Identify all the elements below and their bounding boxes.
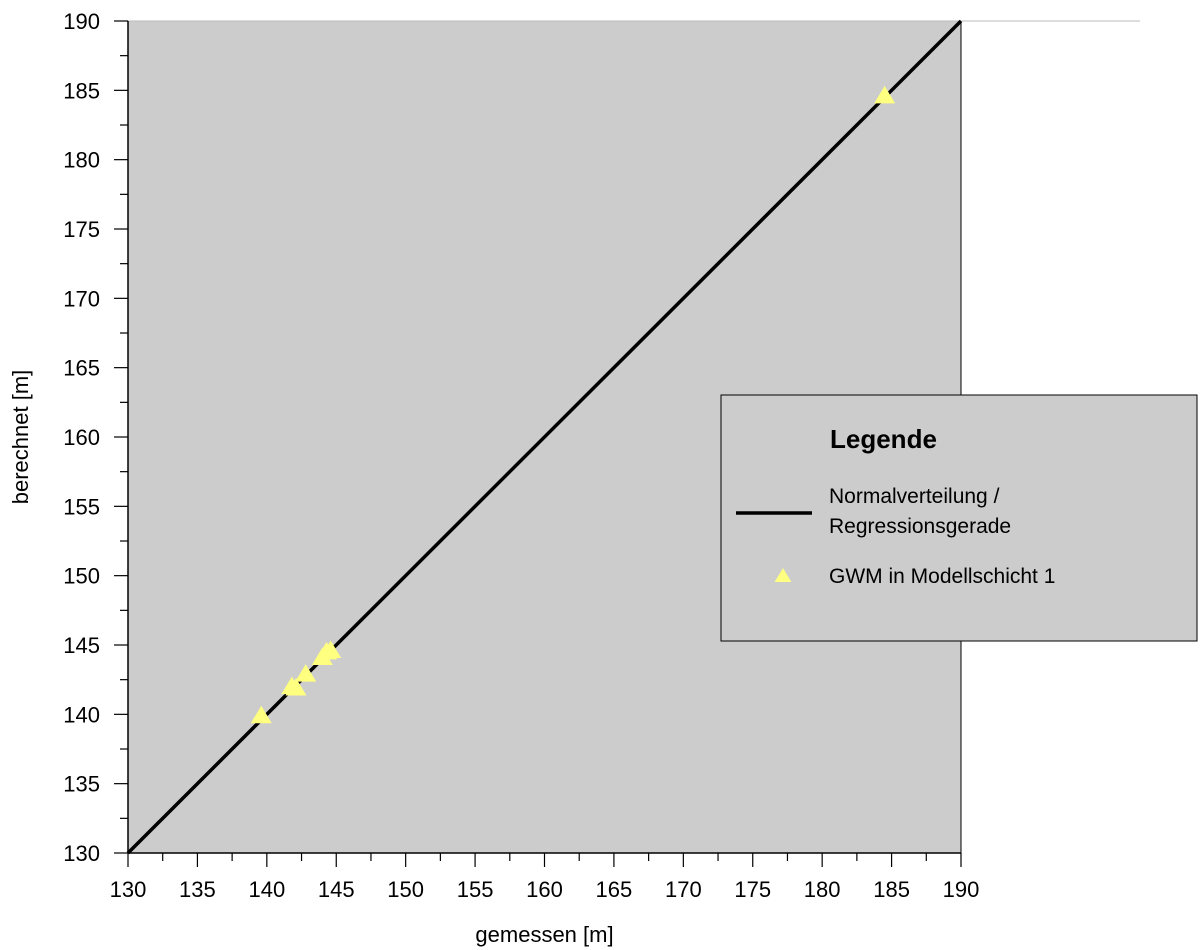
y-tick-label: 170 xyxy=(63,286,100,311)
y-tick-label: 160 xyxy=(63,425,100,450)
legend-title: Legende xyxy=(830,424,937,454)
y-tick-label: 155 xyxy=(63,494,100,519)
y-tick-label: 180 xyxy=(63,148,100,173)
y-axis-title: berechnet [m] xyxy=(8,370,33,505)
y-tick-label: 190 xyxy=(63,9,100,34)
y-tick-label: 165 xyxy=(63,356,100,381)
legend-box xyxy=(720,394,1198,642)
x-tick-label: 180 xyxy=(804,877,841,902)
legend-series-label: GWM in Modellschicht 1 xyxy=(829,565,1055,588)
y-tick-label: 185 xyxy=(63,78,100,103)
y-tick-label: 175 xyxy=(63,217,100,242)
axes: 130 135 140 145 150 155 160 165 170 175 180 185 190 … xyxy=(8,9,979,947)
x-tick-label: 140 xyxy=(248,877,285,902)
data-point xyxy=(285,677,307,696)
x-tick-label: 145 xyxy=(318,877,355,902)
x-tick-label: 135 xyxy=(179,877,216,902)
x-tick-label: 170 xyxy=(665,877,702,902)
data-point xyxy=(320,640,342,659)
x-tick-label: 160 xyxy=(526,877,563,902)
y-tick-label: 135 xyxy=(63,772,100,797)
x-tick-label: 165 xyxy=(596,877,633,902)
x-axis-ticks: 130 135 140 145 150 155 160 165 170 175 180 185 190 xyxy=(110,852,980,902)
y-tick-label: 130 xyxy=(63,841,100,866)
y-tick-label: 150 xyxy=(63,564,100,589)
x-axis-title: gemessen [m] xyxy=(475,922,613,947)
x-tick-label: 130 xyxy=(110,877,147,902)
legend-line-label-line1: Normalverteilung / xyxy=(829,485,1000,508)
y-tick-label: 145 xyxy=(63,633,100,658)
x-tick-label: 150 xyxy=(387,877,424,902)
data-point xyxy=(295,664,317,682)
data-point xyxy=(250,705,272,724)
y-axis-ticks: 130 135 140 145 150 155 160 165 170 175 180 185 190 xyxy=(63,9,129,866)
x-tick-label: 190 xyxy=(943,877,980,902)
data-point xyxy=(874,85,896,104)
x-tick-label: 185 xyxy=(873,877,910,902)
x-tick-label: 155 xyxy=(457,877,494,902)
legend-triangle-marker xyxy=(774,568,792,582)
y-tick-label: 140 xyxy=(63,702,100,727)
x-tick-label: 175 xyxy=(734,877,771,902)
legend: Legende Normalverteilung / Regressionsge… xyxy=(720,394,1198,642)
regression-line xyxy=(126,19,963,855)
series-layer xyxy=(126,19,963,855)
legend-line-label-line2: Regressionsgerade xyxy=(829,515,1011,538)
